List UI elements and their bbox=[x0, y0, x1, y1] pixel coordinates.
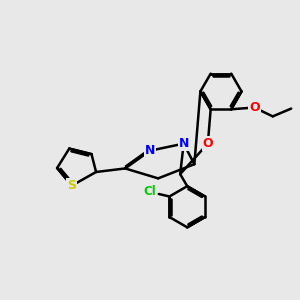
Text: S: S bbox=[67, 179, 76, 192]
Text: O: O bbox=[249, 101, 260, 114]
Text: N: N bbox=[145, 144, 155, 157]
Text: N: N bbox=[178, 137, 189, 150]
Text: O: O bbox=[202, 137, 213, 150]
Text: Cl: Cl bbox=[143, 185, 156, 198]
